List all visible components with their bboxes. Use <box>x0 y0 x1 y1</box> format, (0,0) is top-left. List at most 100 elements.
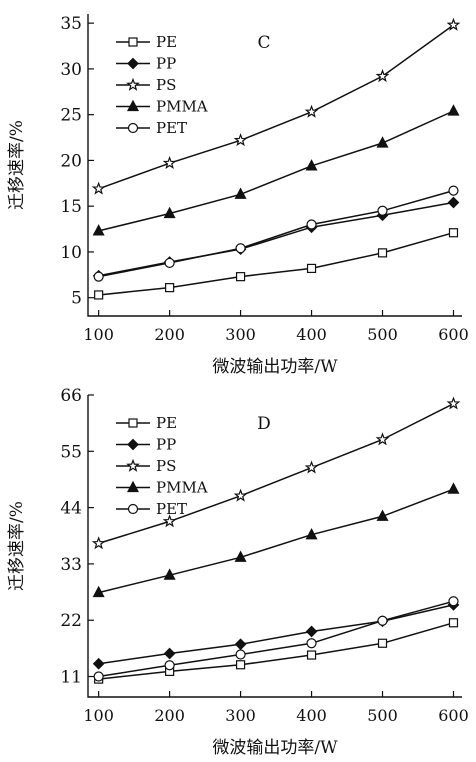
data-point-pp <box>234 638 247 651</box>
y-tick-label: 35 <box>60 14 82 34</box>
legend-marker-pmma <box>127 99 139 112</box>
legend-marker-pmma <box>127 480 139 493</box>
data-point-pmma <box>92 224 105 236</box>
data-point-pmma <box>376 136 389 148</box>
data-point-pmma <box>163 568 176 580</box>
legend-label: PMMA <box>156 479 208 497</box>
series-pp <box>92 196 460 282</box>
data-point-pmma <box>163 206 176 219</box>
panel-label: D <box>257 414 271 434</box>
y-tick-label: 15 <box>60 197 82 217</box>
data-point-pe <box>165 283 175 293</box>
data-point-ps <box>162 155 177 170</box>
data-point-ps <box>446 396 461 410</box>
legend-marker-pe <box>128 418 138 428</box>
series-line-pp <box>98 604 454 665</box>
x-tick-label: 400 <box>296 325 327 344</box>
data-point-pe <box>448 228 459 238</box>
series-pet <box>93 185 459 282</box>
legend-marker-ps <box>126 458 140 472</box>
series-line-ps <box>98 24 454 190</box>
legend-marker-pe <box>128 37 138 47</box>
data-point-pmma <box>305 159 318 171</box>
data-point-pp <box>92 657 105 670</box>
data-point-pp <box>305 625 318 638</box>
data-point-ps <box>375 432 390 446</box>
data-point-pe <box>448 618 459 628</box>
x-tick-label: 100 <box>83 325 114 344</box>
data-point-pe <box>94 290 104 300</box>
data-point-ps <box>304 104 319 118</box>
x-tick-label: 600 <box>438 706 469 725</box>
legend-label: PS <box>156 76 176 94</box>
y-tick-label: 5 <box>71 289 82 309</box>
x-tick-label: 500 <box>367 706 398 725</box>
data-point-pe <box>377 248 388 258</box>
series-line-pe <box>98 231 454 296</box>
y-axis-label: 迁移速率/% <box>7 501 27 591</box>
x-tick-label: 300 <box>225 706 256 725</box>
legend-marker-pp <box>127 57 139 70</box>
data-point-pe <box>306 650 317 660</box>
data-point-pe <box>377 638 388 648</box>
y-tick-label: 22 <box>60 611 82 631</box>
legend-label: PE <box>156 414 177 432</box>
data-point-ps <box>233 488 248 502</box>
axis-frame <box>87 395 462 698</box>
data-point-ps <box>304 460 319 474</box>
y-tick-label: 20 <box>60 151 82 171</box>
chart-c: 100 200 300 400 500 600 5 10 15 20 25 30 35 微波输出功率/W 迁… <box>7 14 469 377</box>
data-point-pet <box>377 205 388 216</box>
series-ps <box>91 396 461 550</box>
data-point-pet <box>448 596 459 607</box>
legend-label: PMMA <box>156 98 208 116</box>
legend-label: PET <box>156 119 187 137</box>
data-point-pmma <box>234 187 247 199</box>
y-tick-label: 11 <box>60 668 82 688</box>
data-point-pmma <box>447 104 460 116</box>
data-point-pmma <box>234 550 247 562</box>
series-pet <box>93 596 459 682</box>
series-line-ps <box>98 403 454 545</box>
x-axis-label: 微波输出功率/W <box>212 357 338 377</box>
x-tick-label: 600 <box>438 325 469 344</box>
data-point-pmma <box>447 482 460 494</box>
legend-marker-pet <box>127 122 139 134</box>
y-tick-label: 30 <box>60 60 82 80</box>
legend-label: PE <box>156 33 177 51</box>
y-tick-label: 44 <box>60 499 82 519</box>
series-pmma <box>92 104 460 236</box>
series-pe <box>94 228 459 300</box>
data-point-pe <box>235 272 246 282</box>
series-line-pmma <box>98 488 454 594</box>
data-point-ps <box>375 69 390 83</box>
y-tick-label: 25 <box>60 106 82 126</box>
x-tick-label: 400 <box>296 706 327 725</box>
data-point-pp <box>163 647 176 660</box>
data-point-ps <box>91 181 106 195</box>
data-point-pet <box>306 638 317 649</box>
x-tick-label: 500 <box>367 325 398 344</box>
series-line-pe <box>98 622 454 680</box>
data-point-ps <box>233 133 248 147</box>
data-point-pmma <box>376 509 389 521</box>
data-point-pp <box>447 196 460 209</box>
data-point-ps <box>446 17 461 31</box>
data-point-pet <box>235 243 246 254</box>
y-tick-label: 33 <box>60 555 82 575</box>
data-point-pet <box>93 671 104 682</box>
x-axis-label: 微波输出功率/W <box>212 738 338 758</box>
data-point-pet <box>93 271 104 282</box>
data-point-ps <box>91 536 106 550</box>
legend-marker-pp <box>127 438 139 451</box>
chart-d: 100 200 300 400 500 600 11 22 33 44 55 66 微波输出功率/W 迁移… <box>7 386 469 758</box>
data-point-pmma <box>305 527 318 540</box>
x-tick-label: 300 <box>225 325 256 344</box>
y-tick-label: 55 <box>60 442 82 462</box>
series-ps <box>91 17 461 195</box>
x-tick-label: 200 <box>154 706 185 725</box>
y-tick-label: 10 <box>60 243 82 263</box>
series-pp <box>92 599 460 670</box>
panel-label: C <box>257 33 270 53</box>
data-point-pet <box>164 257 175 269</box>
